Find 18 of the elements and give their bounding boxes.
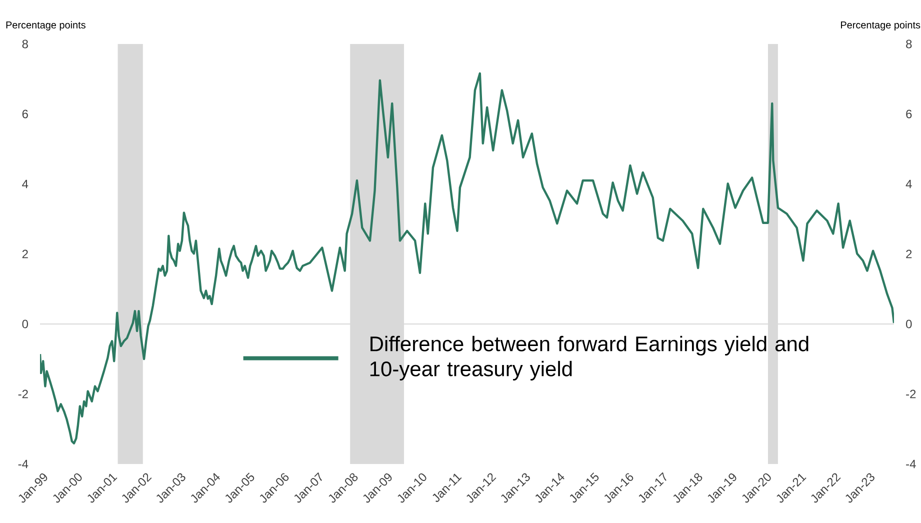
y2-tick-label: 6: [906, 110, 912, 118]
y-tick-label: -2: [18, 390, 28, 398]
y2-axis-title: Percentage points: [841, 21, 920, 30]
y2-tick-label: -4: [906, 460, 916, 468]
y2-tick-label: 4: [906, 180, 912, 188]
y2-tick-label: 8: [906, 40, 912, 48]
y2-tick-label: 2: [906, 250, 912, 258]
y2-tick-label: -2: [906, 390, 916, 398]
line-series: [40, 72, 894, 444]
y-tick-label: 6: [22, 110, 28, 118]
y-tick-label: 0: [22, 320, 28, 328]
y-tick-label: 8: [22, 40, 28, 48]
y-tick-label: 2: [22, 250, 28, 258]
y-tick-label: -4: [18, 460, 28, 468]
y-tick-label: 4: [22, 180, 28, 188]
y2-tick-label: 0: [906, 320, 912, 328]
legend-label: Difference between forward Earnings yield and 10-year treasury yield: [370, 336, 808, 380]
y-axis-title: Percentage points: [6, 21, 86, 30]
